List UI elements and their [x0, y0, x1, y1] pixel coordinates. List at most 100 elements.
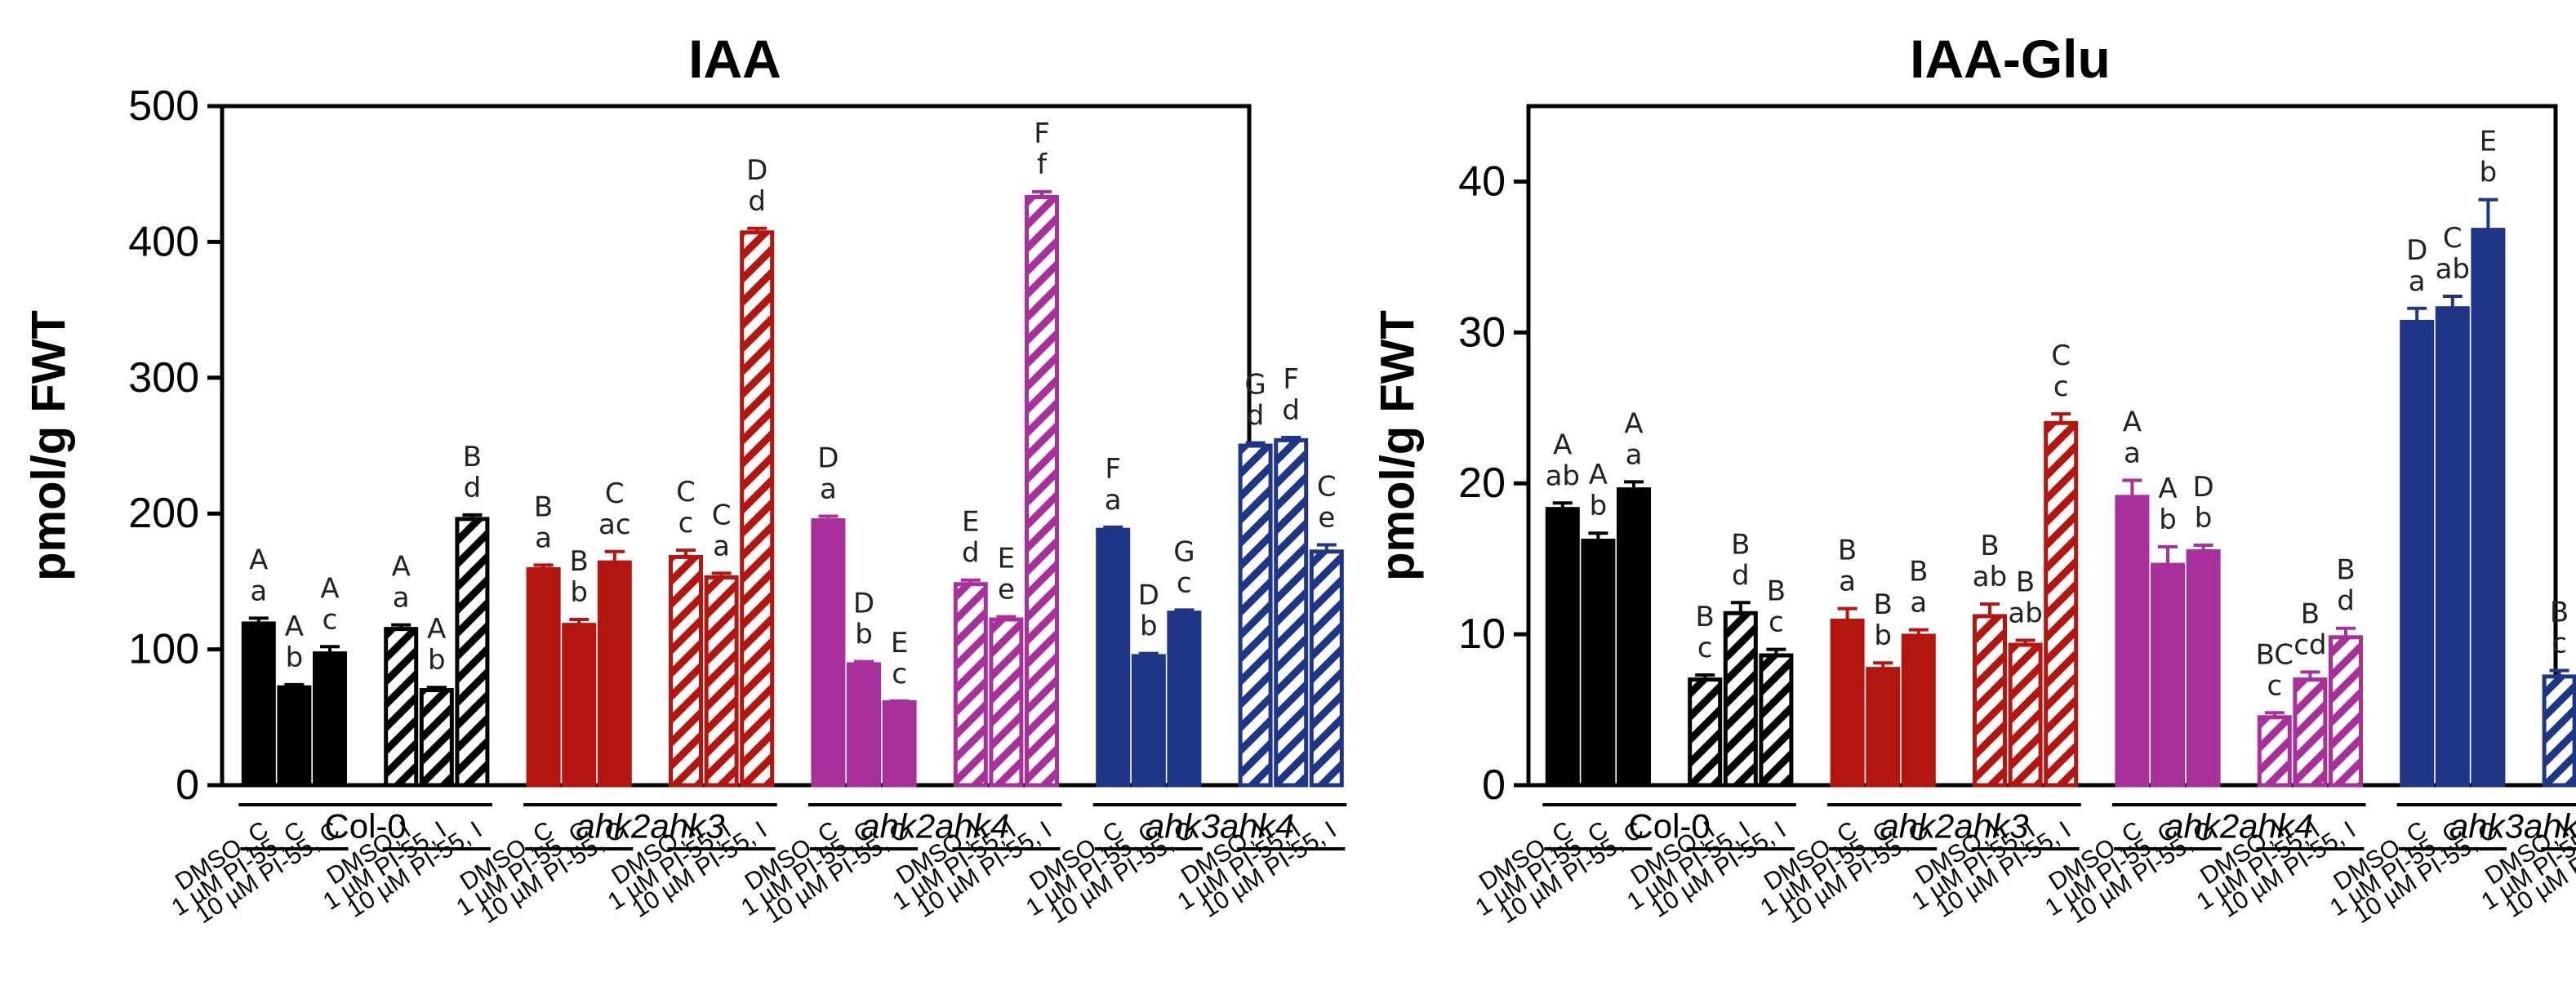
significance-letter-lower: a — [1626, 438, 1643, 471]
group-label-col-0: Col-0 — [324, 807, 406, 846]
y-tick-label: 100 — [128, 626, 199, 673]
group-label-ahk2ahk4: ahk2ahk4 — [2164, 807, 2313, 846]
bar-col-0-1-m-pi-55-c — [277, 685, 312, 788]
significance-letter-lower: d — [1247, 400, 1265, 433]
significance-letter-upper: C — [1317, 470, 1337, 503]
bar-col-0-1-m-pi-55-i — [419, 688, 454, 788]
significance-letter-upper: F — [1034, 118, 1050, 150]
significance-letter-upper: D — [746, 154, 767, 187]
significance-letter-lower: e — [1318, 501, 1335, 534]
significance-letter-lower: f — [1037, 149, 1048, 181]
bar-ahk3ahk4-10-m-pi-55-c — [2471, 228, 2506, 788]
significance-letter-upper: B — [2301, 597, 2320, 630]
bar-ahk3ahk4-dmso-c — [1096, 527, 1131, 788]
significance-letter-lower: ab — [2436, 253, 2470, 286]
significance-letter-upper: G — [1173, 535, 1195, 568]
significance-letter-upper: G — [1244, 369, 1266, 402]
bar-ahk2ahk4-1-m-pi-55-c — [847, 662, 881, 788]
chart-title: IAA-Glu — [1910, 29, 2111, 89]
group-label-ahk3ahk4: ahk3ahk4 — [1146, 807, 1294, 846]
significance-letter-upper: B — [463, 441, 482, 473]
significance-letter-lower: a — [1105, 484, 1122, 517]
significance-letter-upper: E — [962, 506, 979, 539]
bar-col-0-1-m-pi-55-c — [1581, 538, 1616, 788]
significance-letter-upper: D — [2193, 471, 2214, 504]
significance-letter-upper: A — [392, 551, 411, 584]
bar-ahk2ahk4-dmso-i — [953, 582, 988, 788]
significance-letter-upper: F — [1105, 453, 1121, 486]
y-tick-label: 500 — [128, 82, 199, 130]
significance-letter-lower: c — [2552, 627, 2567, 659]
bar-col-0-1-m-pi-55-i — [1723, 611, 1758, 788]
significance-letter-lower: a — [393, 582, 410, 615]
y-tick-label: 400 — [128, 218, 199, 265]
significance-letter-upper: C — [712, 499, 732, 531]
significance-letter-upper: D — [1138, 579, 1159, 612]
bar-ahk2ahk4-1-m-pi-55-c — [2151, 562, 2185, 788]
significance-letter-upper: BC — [2256, 638, 2293, 671]
bar-ahk2ahk4-dmso-c — [2115, 495, 2150, 788]
y-tick-label: 0 — [176, 762, 199, 809]
group-label-ahk3ahk4: ahk3ahk4 — [2449, 807, 2576, 846]
significance-letter-lower: a — [2409, 265, 2426, 298]
chart-title: IAA — [688, 29, 781, 89]
significance-letter-lower: ab — [1546, 460, 1580, 492]
significance-letter-lower: b — [1140, 611, 1158, 643]
bar-ahk2ahk3-1-m-pi-55-c — [1866, 667, 1901, 788]
significance-letter-lower: d — [464, 472, 482, 504]
significance-letter-upper: C — [2443, 222, 2463, 255]
bar-ahk2ahk4-10-m-pi-55-i — [2329, 635, 2363, 788]
bar-ahk2ahk3-10-m-pi-55-c — [1901, 633, 1936, 788]
significance-letter-lower: a — [250, 575, 267, 607]
bar-ahk3ahk4-10-m-pi-55-i — [1309, 549, 1344, 788]
bar-ahk2ahk4-dmso-i — [2257, 715, 2292, 788]
significance-letter-upper: B — [534, 491, 553, 523]
bar-col-0-dmso-c — [1545, 507, 1580, 788]
significance-letter-lower: a — [2124, 437, 2141, 470]
significance-letter-upper: B — [1874, 588, 1893, 621]
bar-ahk2ahk4-10-m-pi-55-c — [882, 699, 917, 788]
significance-letter-lower: a — [1839, 566, 1856, 598]
bar-ahk2ahk3-1-m-pi-55-i — [704, 575, 739, 788]
significance-letter-upper: B — [1909, 556, 1928, 588]
significance-letter-lower: b — [2195, 502, 2213, 535]
bar-ahk3ahk4-dmso-c — [2400, 319, 2435, 788]
bar-ahk3ahk4-1-m-pi-55-i — [1274, 437, 1309, 788]
bar-col-0-dmso-c — [241, 621, 276, 788]
y-tick-label: 300 — [128, 354, 199, 402]
significance-letter-lower: ab — [2008, 597, 2042, 630]
significance-letter-lower: b — [1874, 619, 1892, 652]
y-axis-label: pmol/g FWT — [23, 310, 76, 581]
significance-letter-upper: C — [605, 477, 625, 510]
significance-letter-lower: d — [1282, 394, 1300, 427]
significance-letter-upper: A — [320, 572, 339, 605]
bar-ahk2ahk3-dmso-c — [526, 566, 561, 788]
bar-ahk2ahk3-10-m-pi-55-c — [597, 560, 632, 788]
group-label-ahk2ahk3: ahk2ahk3 — [1880, 807, 2028, 846]
bar-ahk2ahk4-1-m-pi-55-i — [989, 617, 1024, 788]
significance-letter-lower: c — [2267, 669, 2282, 702]
y-tick-label: 20 — [1458, 460, 1506, 507]
bar-col-0-10-m-pi-55-c — [1617, 487, 1651, 788]
significance-letter-lower: ac — [598, 508, 631, 541]
bar-ahk2ahk3-10-m-pi-55-i — [740, 230, 775, 788]
significance-letter-upper: A — [1589, 459, 1608, 491]
significance-letter-upper: E — [998, 543, 1015, 575]
bar-ahk2ahk3-10-m-pi-55-i — [2044, 420, 2079, 788]
y-tick-label: 40 — [1458, 158, 1506, 205]
significance-letter-lower: c — [1177, 566, 1192, 599]
bar-ahk2ahk4-10-m-pi-55-i — [1025, 194, 1059, 788]
bar-ahk3ahk4-1-m-pi-55-c — [1131, 654, 1166, 788]
y-tick-label: 30 — [1458, 309, 1506, 356]
bar-ahk2ahk3-dmso-i — [1973, 614, 2007, 788]
y-axis-label: pmol/g FWT — [1372, 310, 1425, 581]
significance-letter-lower: e — [998, 574, 1015, 606]
significance-letter-lower: c — [892, 658, 907, 691]
y-tick-label: 0 — [1482, 762, 1506, 809]
significance-letter-lower: b — [2480, 157, 2498, 189]
significance-letter-upper: A — [1624, 407, 1643, 440]
bar-ahk2ahk3-1-m-pi-55-i — [2008, 642, 2043, 788]
significance-letter-upper: D — [853, 588, 874, 620]
